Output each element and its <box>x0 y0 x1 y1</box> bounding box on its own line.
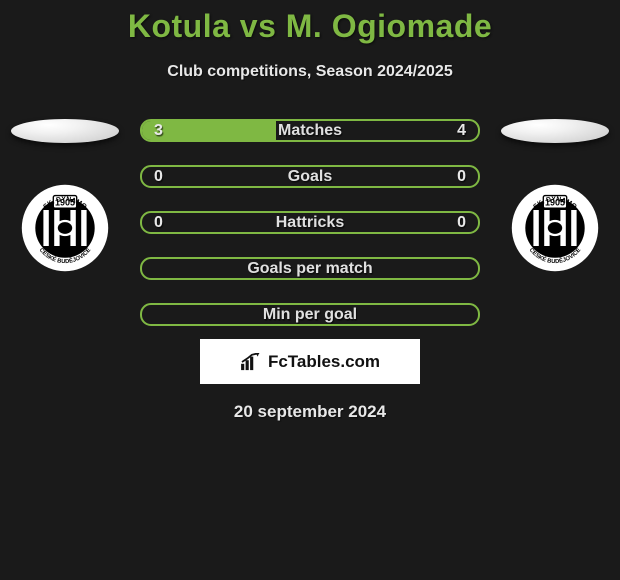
stat-label: Hattricks <box>276 214 344 232</box>
stat-label: Matches <box>278 122 342 140</box>
stat-row-goals-per-match: Goals per match <box>140 257 480 280</box>
stat-label: Goals per match <box>247 260 372 278</box>
stat-left-value: 3 <box>154 122 163 140</box>
stat-right-value: 0 <box>457 168 466 186</box>
date-text: 20 september 2024 <box>0 402 620 422</box>
stat-label: Min per goal <box>263 306 357 324</box>
right-side: 1905 SK. DYNAMO ČESKÉ BUDĚJOVICE <box>500 119 610 326</box>
right-ball-icon <box>501 119 609 143</box>
stat-row-min-per-goal: Min per goal <box>140 303 480 326</box>
stat-left-value: 0 <box>154 168 163 186</box>
chart-icon <box>240 353 262 371</box>
main-area: 1905 SK. DYNAMO ČESKÉ BUDĚJOVICE 3 Match… <box>0 119 620 326</box>
attribution-banner[interactable]: FcTables.com <box>200 339 420 384</box>
attribution-text: FcTables.com <box>268 352 380 372</box>
stat-right-value: 4 <box>457 122 466 140</box>
stat-row-hattricks: 0 Hattricks 0 <box>140 211 480 234</box>
left-club-badge: 1905 SK. DYNAMO ČESKÉ BUDĚJOVICE <box>20 183 110 273</box>
left-side: 1905 SK. DYNAMO ČESKÉ BUDĚJOVICE <box>10 119 120 326</box>
stat-bars: 3 Matches 4 0 Goals 0 0 Hattricks 0 Goal… <box>140 119 480 326</box>
stat-row-matches: 3 Matches 4 <box>140 119 480 142</box>
left-ball-icon <box>11 119 119 143</box>
stat-left-value: 0 <box>154 214 163 232</box>
stat-right-value: 0 <box>457 214 466 232</box>
comparison-card: Kotula vs M. Ogiomade Club competitions,… <box>0 0 620 422</box>
subtitle: Club competitions, Season 2024/2025 <box>0 63 620 81</box>
title: Kotula vs M. Ogiomade <box>0 8 620 45</box>
stat-row-goals: 0 Goals 0 <box>140 165 480 188</box>
right-club-badge: 1905 SK. DYNAMO ČESKÉ BUDĚJOVICE <box>510 183 600 273</box>
stat-label: Goals <box>288 168 332 186</box>
